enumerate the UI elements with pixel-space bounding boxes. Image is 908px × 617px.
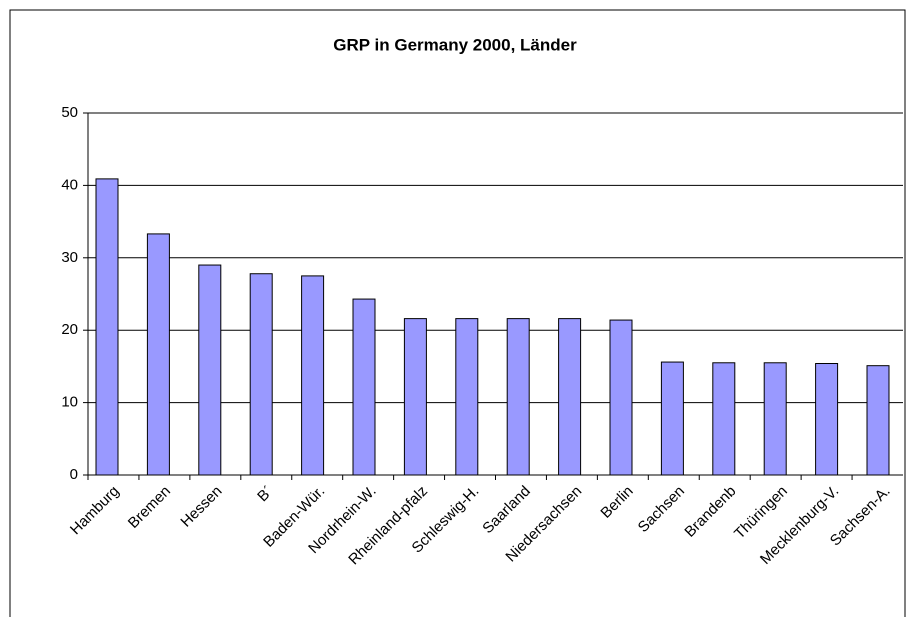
bar	[249, 273, 273, 476]
y-tick-label: 10	[61, 394, 78, 411]
y-tick-label: 30	[61, 249, 78, 266]
bar	[866, 365, 890, 476]
bar	[95, 178, 119, 476]
bar	[301, 275, 325, 476]
y-tick-label: 0	[70, 466, 78, 483]
bar	[609, 319, 633, 476]
chart-title: GRP in Germany 2000, Länder	[333, 35, 577, 54]
bar	[558, 318, 582, 476]
bar	[455, 318, 479, 476]
y-tick-label: 50	[61, 104, 78, 121]
chart-border	[9, 9, 906, 617]
y-tick-label: 20	[61, 321, 78, 338]
bar	[403, 318, 427, 476]
bar	[660, 361, 684, 476]
bar	[712, 362, 736, 476]
bar	[146, 233, 170, 476]
bar	[506, 318, 530, 476]
bar	[815, 363, 839, 476]
y-tick-label: 40	[61, 176, 78, 193]
bar	[763, 362, 787, 476]
bar	[352, 298, 376, 476]
bar	[198, 264, 222, 476]
